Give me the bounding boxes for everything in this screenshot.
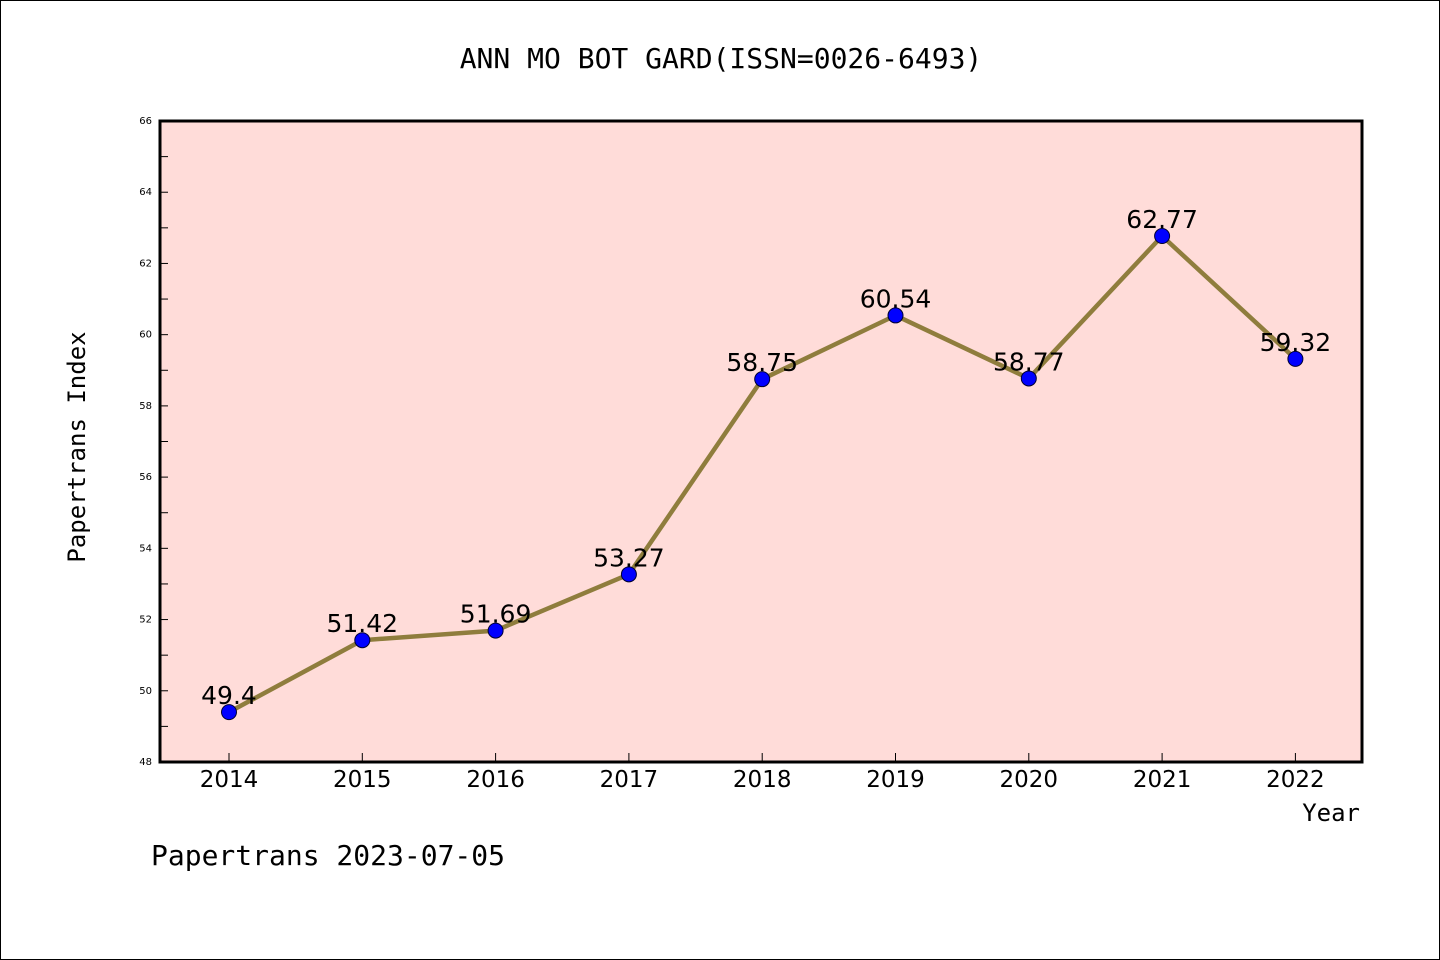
y-axis: 48 50 52 54 56 58 60 62 64 66: [139, 116, 168, 768]
data-point: [354, 632, 371, 649]
x-axis-label: Year: [1302, 799, 1360, 827]
series-layer: 49.4 51.42 51.69 53.27 58.75 60.54 58.77 62.77 5…: [201, 205, 1332, 721]
x-tick-label: 2019: [866, 767, 925, 793]
data-point: [887, 307, 904, 324]
x-tick-label: 2020: [1000, 767, 1059, 793]
y-tick-label: 52: [139, 615, 152, 626]
y-tick-label: 50: [139, 686, 152, 697]
data-label: 62.77: [1126, 205, 1198, 234]
data-label: 51.42: [327, 609, 399, 638]
plot-area: [158, 119, 1364, 764]
data-point: [487, 622, 504, 639]
x-tick-label: 2015: [333, 767, 392, 793]
chart-title: ANN MO BOT GARD(ISSN=0026-6493): [460, 42, 983, 75]
x-tick-label: 2022: [1266, 767, 1325, 793]
data-label: 59.32: [1260, 328, 1332, 357]
data-label: 51.69: [460, 600, 532, 629]
y-tick-label: 66: [139, 116, 152, 127]
data-point: [754, 371, 771, 388]
y-tick-label: 60: [139, 330, 152, 341]
x-tick-label: 2021: [1133, 767, 1192, 793]
data-point: [620, 566, 637, 583]
y-tick-label: 56: [139, 472, 152, 483]
y-tick-label: 54: [139, 543, 152, 554]
data-label: 58.75: [726, 348, 798, 377]
data-point: [1020, 370, 1037, 387]
y-tick-label: 62: [139, 258, 152, 269]
y-tick-label: 48: [139, 757, 152, 768]
x-tick-label: 2014: [200, 767, 259, 793]
data-label: 60.54: [860, 284, 932, 313]
data-label: 49.4: [201, 681, 257, 710]
x-tick-label: 2018: [733, 767, 792, 793]
footer-credit: Papertrans 2023-07-05: [151, 839, 505, 872]
data-point: [1287, 350, 1304, 367]
data-label: 58.77: [993, 347, 1065, 376]
y-tick-label: 58: [139, 401, 152, 412]
data-point: [1154, 228, 1171, 245]
x-tick-label: 2017: [600, 767, 659, 793]
x-axis: 2014 2015 2016 2017 2018 2019 2020 2021 2022: [200, 753, 1325, 793]
data-point: [221, 704, 237, 721]
x-tick-label: 2016: [466, 767, 525, 793]
data-label: 53.27: [593, 543, 665, 572]
y-tick-label: 64: [139, 187, 152, 198]
y-axis-label: Papertrans Index: [63, 331, 91, 562]
